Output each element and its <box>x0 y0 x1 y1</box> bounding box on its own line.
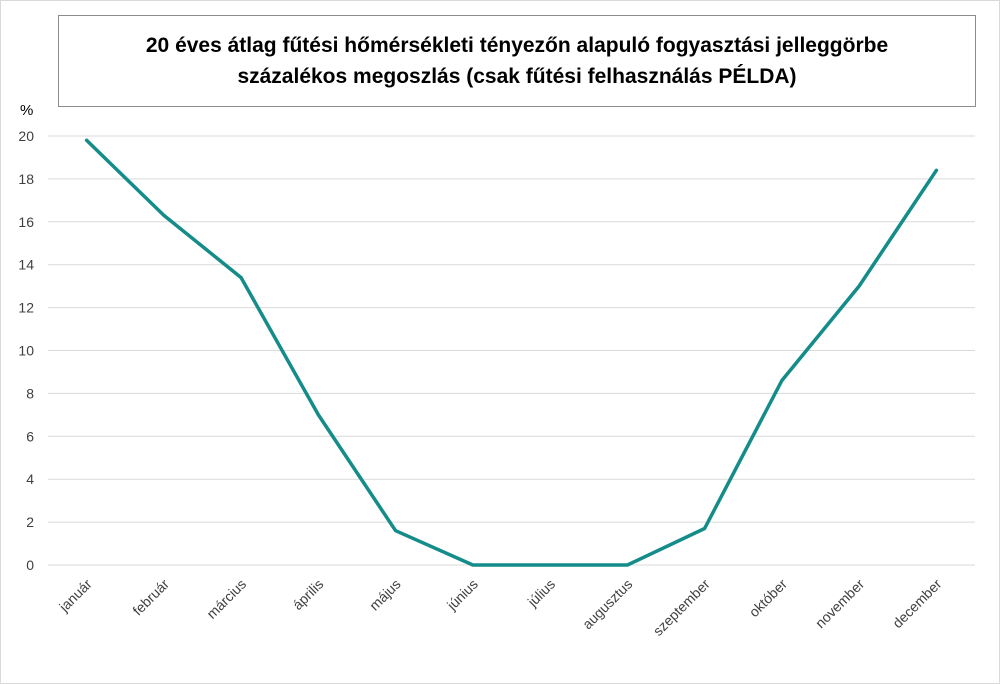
data-point <box>239 276 243 280</box>
x-tick-label: május <box>366 576 404 614</box>
x-tick-label: március <box>203 576 249 622</box>
y-tick-label: 12 <box>18 300 34 316</box>
chart-title-line-1: 20 éves átlag fűtési hőmérsékleti tényez… <box>145 34 889 57</box>
y-tick-label: 2 <box>26 514 34 530</box>
x-tick-label: október <box>746 576 791 621</box>
y-tick-label: 8 <box>26 385 34 401</box>
y-axis-ticks: 0 2 4 6 8 10 12 14 16 18 20 <box>18 128 34 573</box>
chart-title-box: 20 éves átlag fűtési hőmérsékleti tényez… <box>58 15 976 107</box>
y-axis-unit-label: % <box>20 102 33 119</box>
x-tick-label: december <box>889 576 945 632</box>
chart-title-line-2: százalékos megoszlás (csak fűtési felhas… <box>237 65 797 88</box>
data-point <box>625 563 629 567</box>
data-point <box>162 213 166 217</box>
x-tick-label: november <box>812 576 868 632</box>
x-tick-label: július <box>524 576 559 611</box>
y-tick-label: 4 <box>26 471 34 487</box>
y-tick-label: 0 <box>26 557 34 573</box>
data-point <box>780 379 784 383</box>
x-tick-label: február <box>129 576 172 619</box>
y-tick-label: 10 <box>18 343 34 359</box>
x-tick-label: szeptember <box>650 576 713 639</box>
data-point <box>316 413 320 417</box>
x-axis-ticks: január február március április május június jú… <box>55 576 945 639</box>
data-point <box>471 563 475 567</box>
data-point <box>548 563 552 567</box>
y-tick-label: 18 <box>18 171 34 187</box>
data-point <box>934 168 938 172</box>
data-point <box>394 529 398 533</box>
y-tick-label: 20 <box>18 128 34 144</box>
gridlines <box>48 135 975 566</box>
x-tick-label: április <box>289 576 326 613</box>
data-point <box>703 527 707 531</box>
y-tick-label: 14 <box>18 257 34 273</box>
data-point <box>857 284 861 288</box>
x-tick-label: január <box>55 576 95 616</box>
y-tick-label: 6 <box>26 428 34 444</box>
x-tick-label: augusztus <box>579 576 635 632</box>
x-tick-label: június <box>443 576 481 614</box>
y-tick-label: 16 <box>18 214 34 230</box>
series-line-0 <box>84 138 939 567</box>
series-layer <box>84 138 939 567</box>
data-point <box>85 138 89 142</box>
